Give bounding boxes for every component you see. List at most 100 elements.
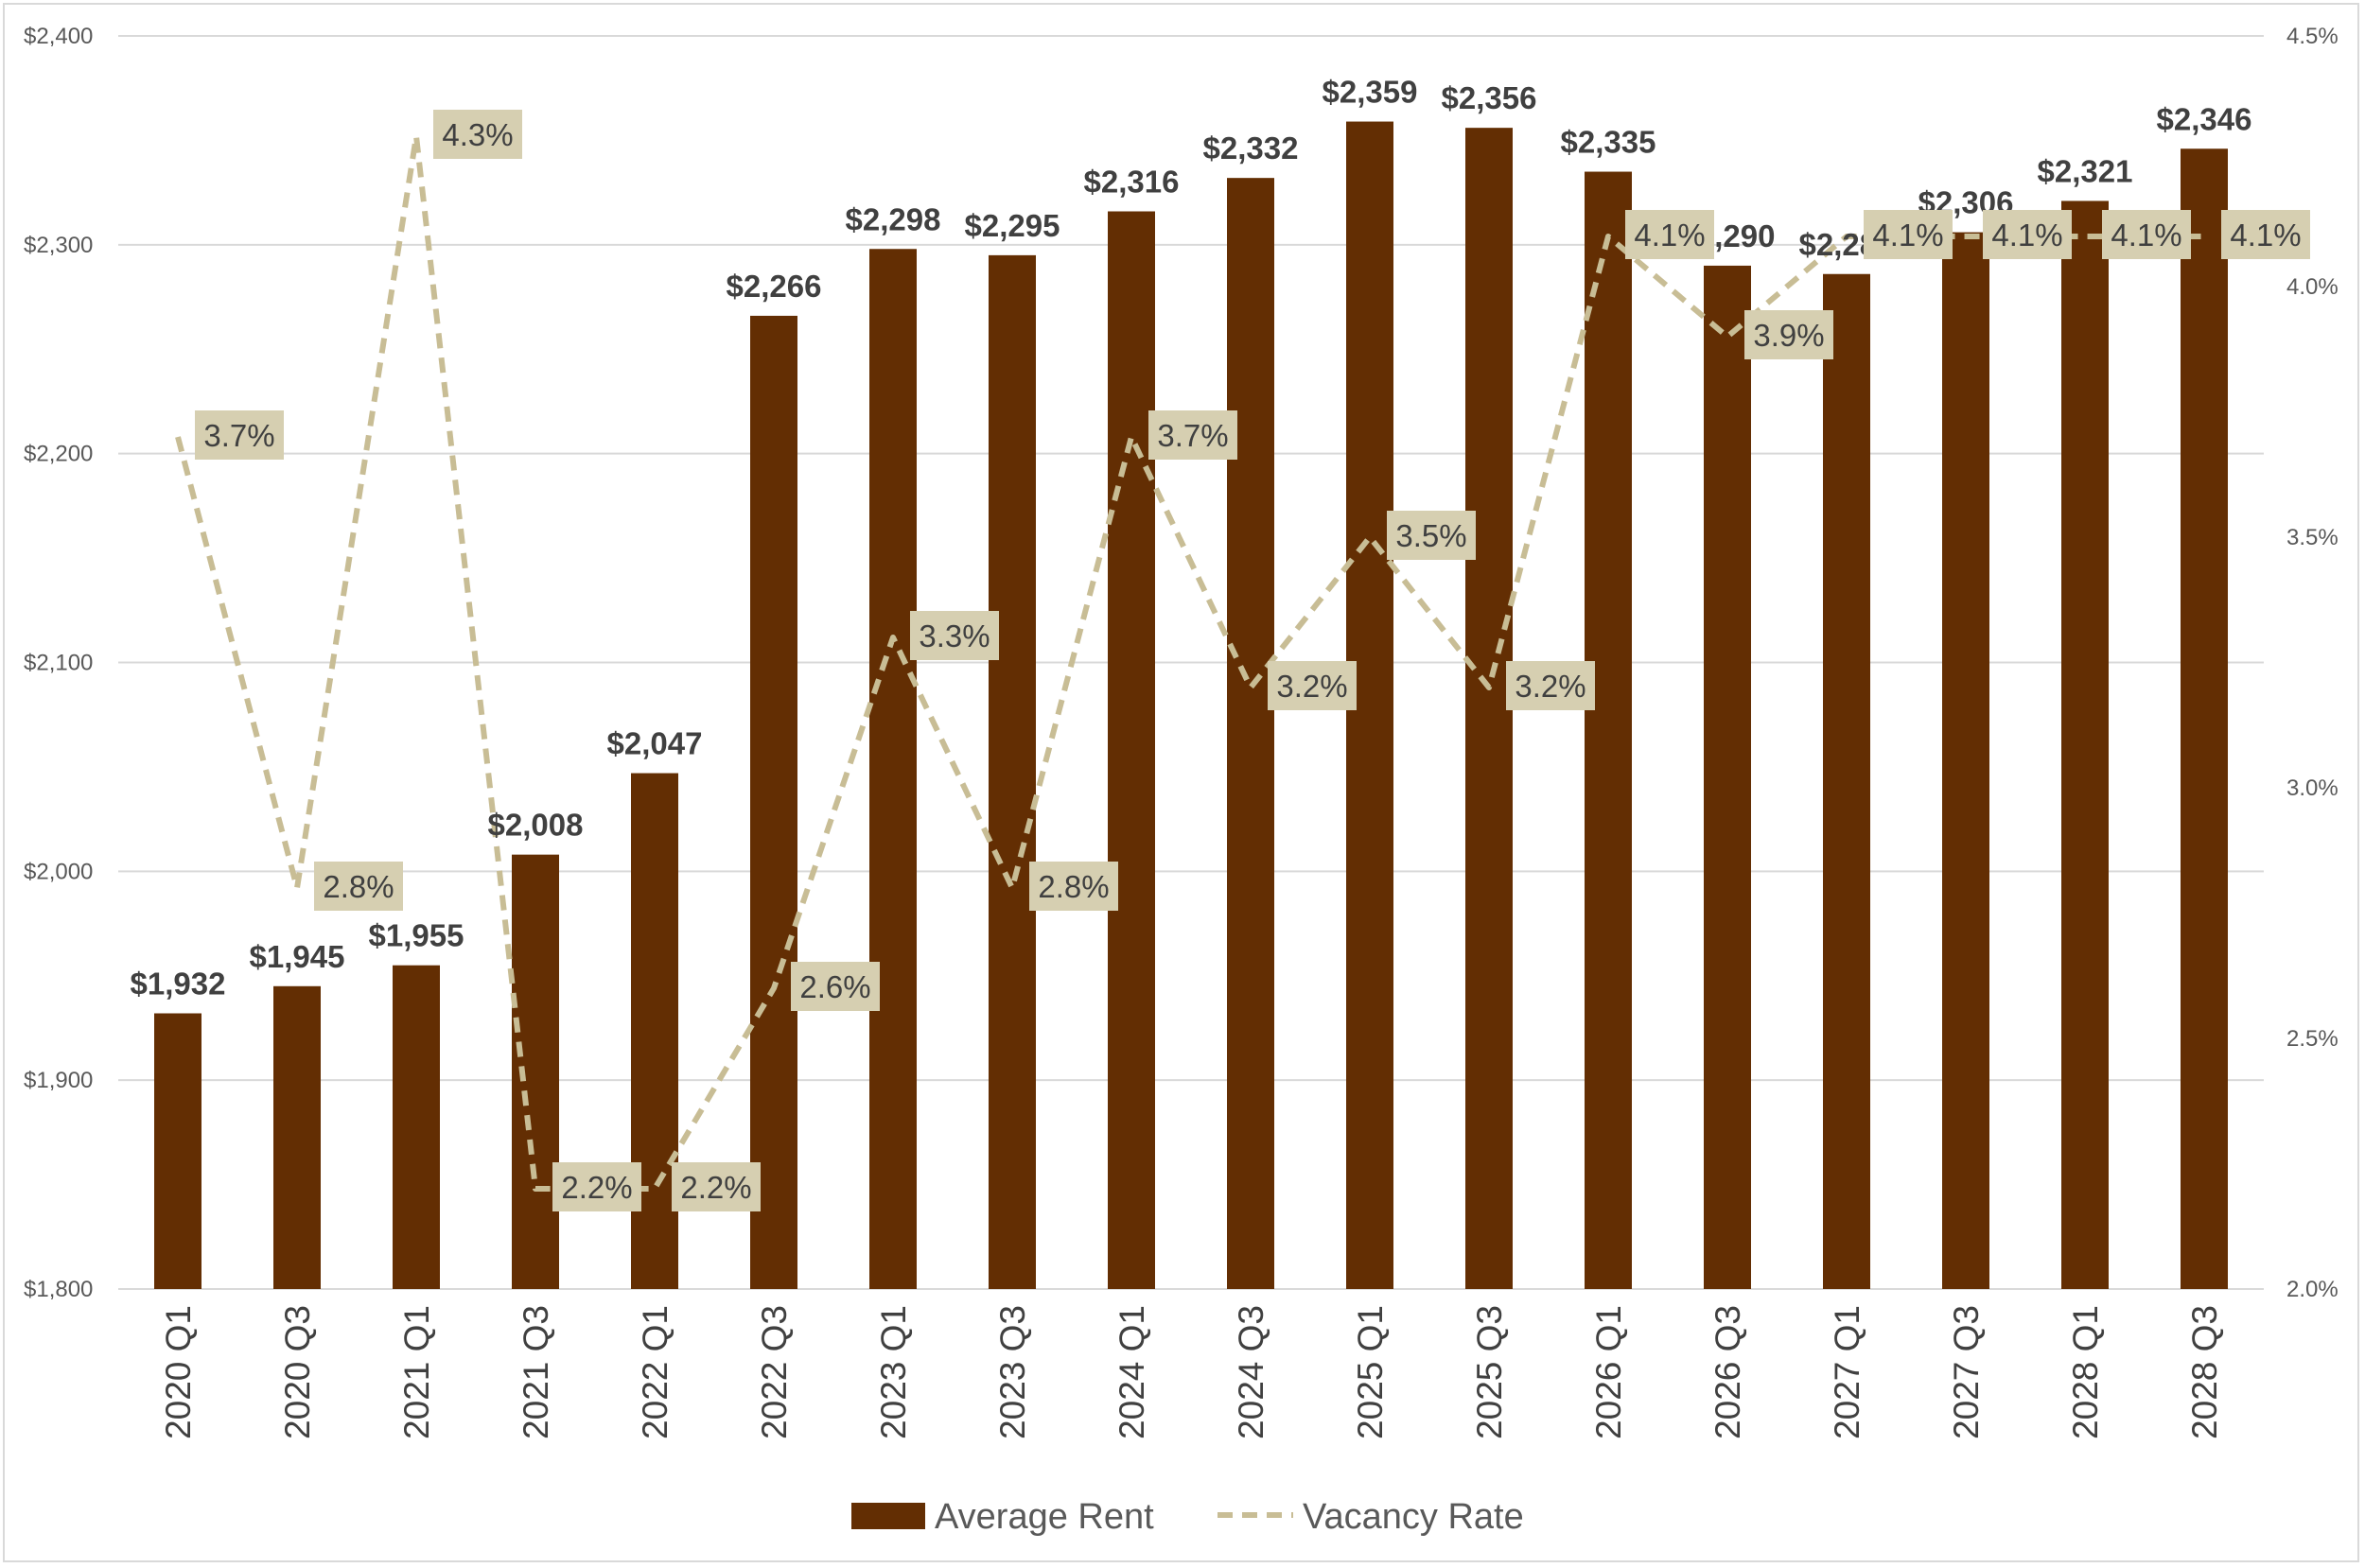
- vacancy-label-box: [1029, 862, 1118, 911]
- bar-average-rent: [989, 254, 1036, 1289]
- vacancy-label-text: 4.1%: [1991, 218, 2062, 253]
- vacancy-data-label: 4.1%: [2221, 210, 2310, 259]
- vacancy-label-text: 3.2%: [1276, 669, 1347, 704]
- vacancy-label-box: [1864, 210, 1953, 259]
- bar-average-rent: [154, 1013, 201, 1289]
- vacancy-label-text: 3.7%: [203, 418, 274, 453]
- bar-average-rent: [1585, 171, 1632, 1290]
- right-axis-tick-label: 2.0%: [2286, 1277, 2339, 1302]
- vacancy-label-text: 3.9%: [1753, 318, 1824, 353]
- vacancy-label-box: [314, 862, 403, 911]
- vacancy-label-text: 4.1%: [1872, 218, 1943, 253]
- vacancy-data-label: 2.2%: [552, 1162, 641, 1211]
- bar-data-label: $2,332: [1203, 131, 1299, 166]
- bar-data-label: $2,047: [607, 726, 703, 761]
- legend-label-vacancy-rate: Vacancy Rate: [1303, 1497, 1524, 1537]
- category-label: 2023 Q1: [874, 1305, 913, 1439]
- bar-data-label: $2,298: [846, 201, 941, 236]
- vacancy-label-text: 3.2%: [1515, 669, 1585, 704]
- vacancy-data-label: 3.9%: [1744, 310, 1833, 359]
- vacancy-data-label: 3.7%: [195, 410, 284, 460]
- bar-average-rent: [512, 854, 559, 1289]
- vacancy-label-box: [791, 962, 880, 1011]
- left-axis-tick-label: $2,200: [24, 442, 93, 467]
- vacancy-data-label: 2.6%: [791, 962, 880, 1011]
- bar-average-rent: [1704, 265, 1751, 1290]
- category-label: 2027 Q3: [1947, 1305, 1986, 1439]
- vacancy-data-label: 3.3%: [910, 611, 999, 660]
- category-label: 2023 Q3: [993, 1305, 1032, 1439]
- category-label: 2028 Q3: [2185, 1305, 2224, 1439]
- bar-average-rent: [869, 249, 917, 1289]
- bar-data-label: $2,359: [1323, 75, 1418, 110]
- vacancy-label-text: 2.2%: [680, 1170, 751, 1205]
- bar-data-label: $1,932: [131, 967, 226, 1002]
- vacancy-label-box: [2221, 210, 2310, 259]
- vacancy-label-box: [1268, 661, 1357, 710]
- bar-data-label: $2,346: [2157, 101, 2252, 136]
- bar-average-rent: [1942, 232, 1989, 1289]
- vacancy-label-box: [1625, 210, 1714, 259]
- vacancy-label-box: [552, 1162, 641, 1211]
- vacancy-label-box: [1983, 210, 2072, 259]
- vacancy-data-label: 3.2%: [1268, 661, 1357, 710]
- combo-chart: $1,800 $1,900 $2,000 $2,100 $2,200 $2,300 $2,4…: [24, 24, 2339, 1537]
- vacancy-label-box: [1744, 310, 1833, 359]
- vacancy-label-text: 2.2%: [561, 1170, 632, 1205]
- bar-average-rent: [393, 965, 440, 1289]
- vacancy-data-label: 3.7%: [1148, 410, 1237, 460]
- vacancy-label-box: [195, 410, 284, 460]
- bar-average-rent: [1465, 128, 1513, 1290]
- bar-average-rent: [1227, 178, 1274, 1290]
- category-label: 2025 Q3: [1470, 1305, 1509, 1439]
- vacancy-rate-data-labels: 3.7% 2.8% 4.3% 2.2% 2.2% 2.6% 3.3% 2.8% 3.7% 3.2%…: [195, 110, 2310, 1211]
- category-label: 2022 Q1: [636, 1305, 674, 1439]
- left-axis-tick-label: $1,900: [24, 1068, 93, 1093]
- vacancy-data-label: 4.1%: [1864, 210, 1953, 259]
- vacancy-label-box: [2102, 210, 2191, 259]
- category-label: 2024 Q1: [1112, 1305, 1151, 1439]
- bar-data-label: $2,356: [1442, 80, 1537, 115]
- category-axis-labels: 2020 Q1 2020 Q3 2021 Q1 2021 Q3 2022 Q1 2022 …: [159, 1305, 2224, 1439]
- vacancy-label-box: [1148, 410, 1237, 460]
- category-label: 2026 Q3: [1708, 1305, 1747, 1439]
- bar-data-label: $2,335: [1561, 125, 1656, 160]
- category-label: 2026 Q1: [1589, 1305, 1628, 1439]
- vacancy-label-box: [1387, 511, 1476, 560]
- left-axis-tick-label: $2,000: [24, 859, 93, 884]
- vacancy-data-label: 2.2%: [672, 1162, 761, 1211]
- vacancy-data-label: 4.1%: [1625, 210, 1714, 259]
- vacancy-data-label: 3.2%: [1506, 661, 1595, 710]
- bar-data-label: $1,955: [369, 918, 464, 953]
- category-label: 2024 Q3: [1232, 1305, 1270, 1439]
- category-label: 2021 Q1: [397, 1305, 436, 1439]
- legend: Average Rent Vacancy Rate: [851, 1497, 1524, 1537]
- chart-frame: $1,800 $1,900 $2,000 $2,100 $2,200 $2,300 $2,4…: [3, 3, 2359, 1562]
- left-axis-tick-label: $2,300: [24, 233, 93, 258]
- bar-average-rent: [631, 773, 678, 1289]
- bar-average-rent: [1108, 211, 1155, 1289]
- right-axis-ticks: 2.0% 2.5% 3.0% 3.5% 4.0% 4.5%: [2286, 24, 2339, 1302]
- vacancy-label-text: 4.1%: [1634, 218, 1705, 253]
- category-label: 2027 Q1: [1828, 1305, 1866, 1439]
- left-axis-tick-label: $2,400: [24, 24, 93, 49]
- vacancy-label-text: 3.7%: [1157, 418, 1228, 453]
- right-axis-tick-label: 3.0%: [2286, 775, 2339, 801]
- vacancy-label-text: 2.8%: [1038, 869, 1109, 904]
- category-label: 2028 Q1: [2066, 1305, 2105, 1439]
- vacancy-label-text: 4.1%: [2111, 218, 2181, 253]
- vacancy-data-label: 4.3%: [433, 110, 522, 159]
- left-axis-tick-label: $2,100: [24, 651, 93, 676]
- vacancy-label-text: 4.1%: [2230, 218, 2301, 253]
- bar-average-rent: [750, 315, 797, 1290]
- vacancy-data-label: 4.1%: [2102, 210, 2191, 259]
- category-label: 2020 Q3: [278, 1305, 317, 1439]
- vacancy-label-box: [433, 110, 522, 159]
- vacancy-data-label: 3.5%: [1387, 511, 1476, 560]
- left-axis-tick-label: $1,800: [24, 1277, 93, 1302]
- vacancy-label-box: [672, 1162, 761, 1211]
- vacancy-label-text: 2.6%: [799, 969, 870, 1004]
- left-axis-ticks: $1,800 $1,900 $2,000 $2,100 $2,200 $2,300 $2,4…: [24, 24, 93, 1302]
- bar-data-label: $1,945: [250, 939, 345, 974]
- vacancy-label-text: 4.3%: [442, 117, 513, 152]
